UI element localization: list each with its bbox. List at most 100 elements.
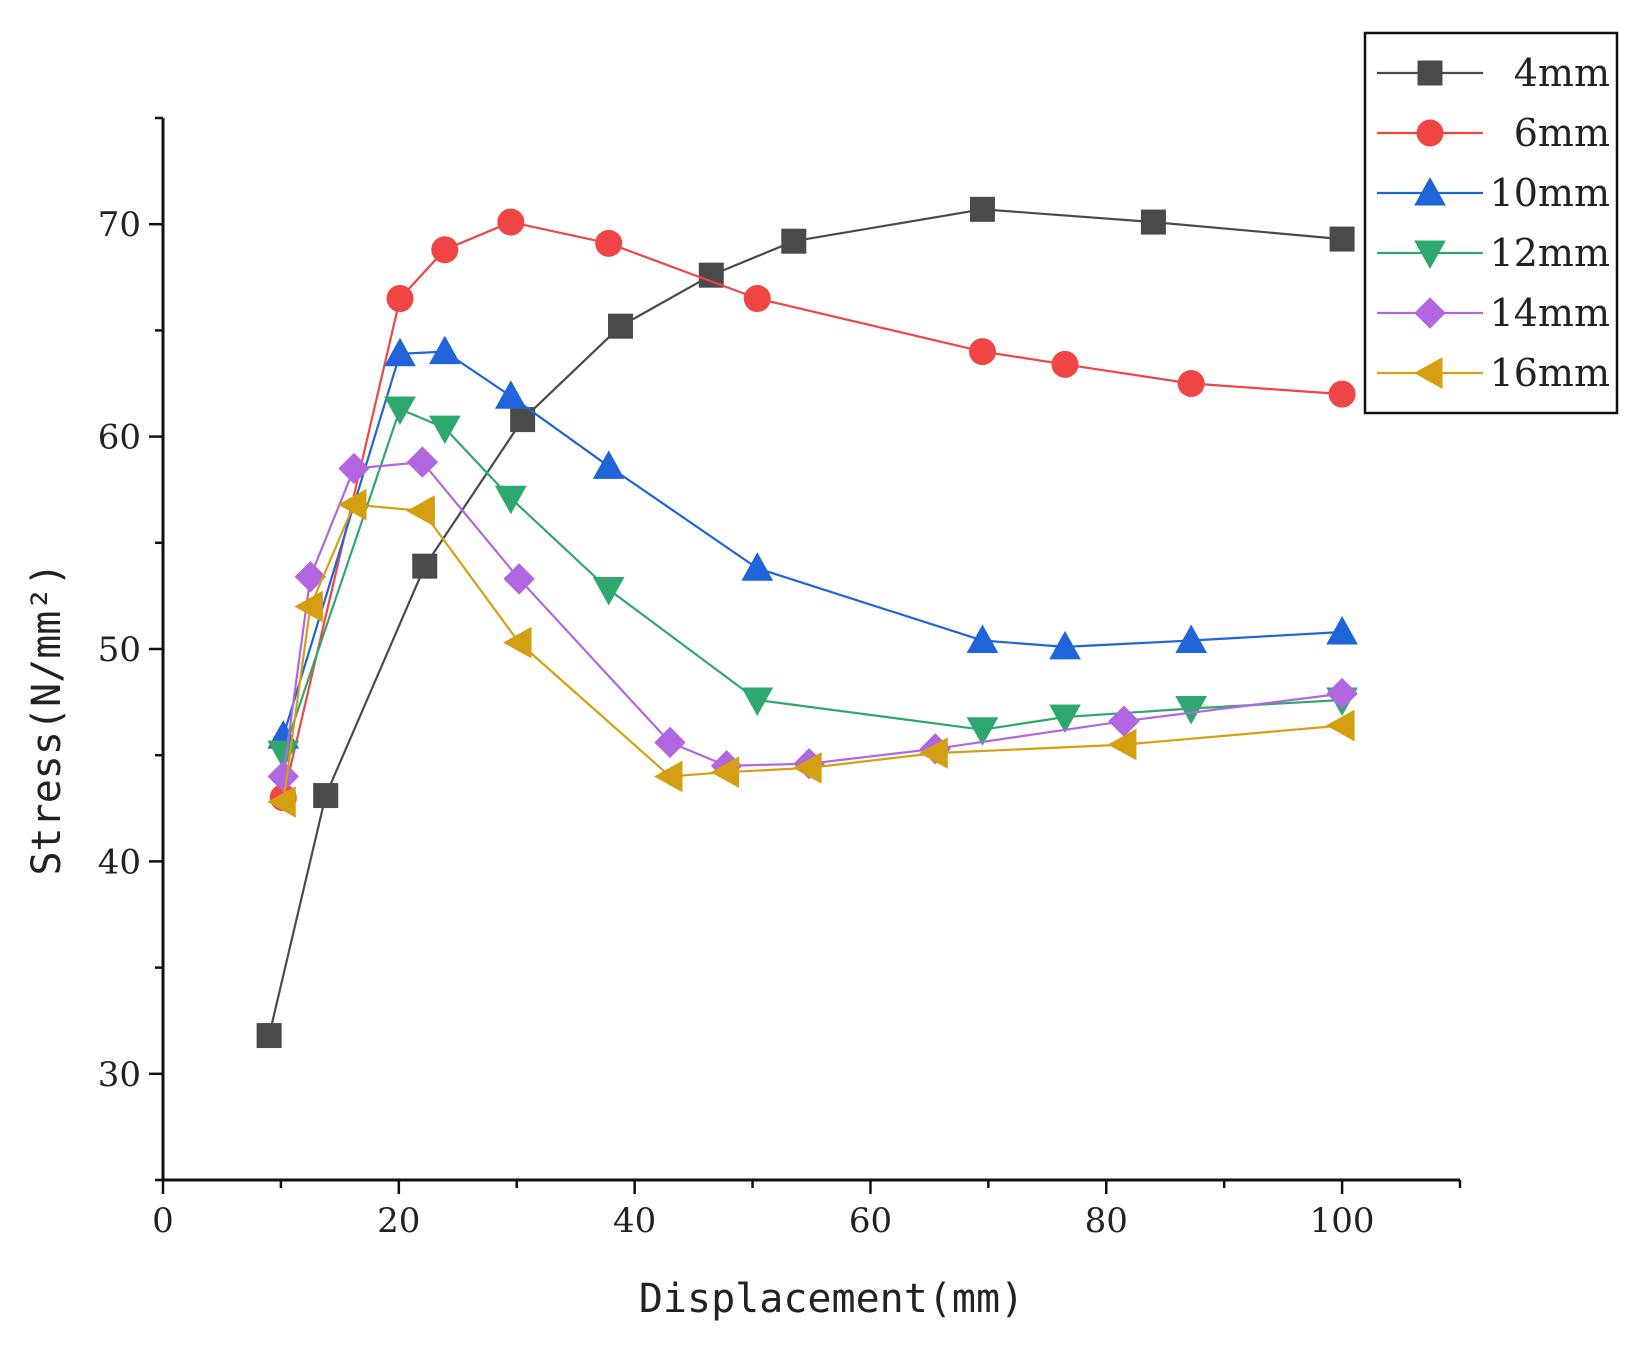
legend-item-16mm: 16mm [1377,351,1610,395]
data-point-4mm [412,553,438,579]
data-point-14mm [654,726,686,759]
x-tick-label: 40 [613,1201,656,1241]
legend-box [1363,31,1619,415]
legend-label: 14mm [1490,291,1610,335]
data-point-6mm [1328,380,1356,408]
legend-label: 16mm [1490,351,1610,395]
data-point-16mm [793,752,822,784]
data-point-16mm [294,590,323,623]
data-point-4mm [698,262,724,288]
data-point-6mm [386,285,414,313]
legend: 4mm 6mm 10mm 12mm 14mm 16mm [1363,31,1619,415]
legend-marker [1414,297,1446,329]
legend-label: 4mm [1514,51,1610,95]
x-tick-label: 60 [849,1201,892,1241]
data-point-14mm [503,563,535,595]
x-tick-label: 80 [1085,1201,1128,1241]
data-point-12mm [384,396,416,426]
data-point-6mm [431,236,459,264]
legend-label: 6mm [1514,111,1610,155]
x-tick-label: 100 [1310,1201,1375,1241]
data-point-12mm [428,415,461,445]
series-line-10mm [282,350,1343,737]
series-4mm [256,196,1355,1049]
data-point-6mm [497,208,525,236]
data-point-14mm [1326,677,1358,710]
y-tick-label: 40 [98,842,141,882]
legend-marker [1416,119,1444,147]
data-point-12mm [494,485,527,515]
y-tick-label: 60 [98,418,141,458]
series-10mm [267,335,1358,749]
data-point-4mm [1140,209,1166,235]
data-point-6mm [595,229,623,257]
data-point-4mm [969,196,995,222]
data-point-10mm [741,552,774,581]
data-point-10mm [1049,630,1081,660]
y-ticks: 30 40 50 60 70 [98,116,163,1182]
series-line-4mm [268,208,1343,1036]
data-point-10mm [966,624,999,654]
data-point-14mm [294,561,327,593]
data-point-16mm [653,760,683,793]
data-point-10mm [1175,624,1208,654]
legend-items: 4mm 6mm 10mm 12mm 14mm 16mm [1377,51,1610,395]
y-tick-label: 30 [98,1055,141,1095]
legend-item-6mm: 6mm [1377,111,1610,155]
legend-item-12mm: 12mm [1377,231,1610,275]
data-point-12mm [966,717,999,746]
series-16mm [267,488,1355,818]
legend-label: 10mm [1490,171,1610,215]
data-point-4mm [313,783,339,809]
data-point-16mm [267,786,296,818]
data-point-6mm [743,285,771,313]
legend-marker [1414,240,1446,270]
legend-marker [1414,176,1446,206]
series-14mm [267,446,1358,793]
legend-item-10mm: 10mm [1377,171,1610,215]
series-layer [256,196,1358,1049]
legend-item-14mm: 14mm [1377,291,1610,335]
x-tick-label: 20 [377,1201,420,1241]
data-point-4mm [607,313,633,339]
legend-marker [1413,357,1443,389]
data-point-4mm [1329,226,1355,252]
data-point-4mm [781,228,807,254]
data-point-12mm [1049,704,1081,733]
y-tick-label: 50 [98,630,141,670]
series-line-6mm [282,220,1343,798]
data-point-10mm [428,335,461,365]
data-point-16mm [710,756,740,789]
data-point-12mm [1175,695,1208,725]
y-tick-label: 70 [98,205,141,245]
data-point-12mm [741,687,774,717]
data-point-16mm [406,495,435,527]
data-point-10mm [384,337,416,367]
axes-group: 0 20 40 60 80 100 30 40 50 60 70 [98,116,1462,1241]
data-point-6mm [968,338,996,366]
data-point-14mm [406,446,439,478]
series-line-14mm [282,460,1343,777]
data-point-16mm [337,488,367,521]
x-axis-title: Displacement(mm) [639,1276,1024,1322]
data-point-10mm [592,450,625,479]
data-point-16mm [503,626,532,659]
legend-marker [1417,60,1443,86]
data-point-4mm [256,1023,282,1049]
data-point-14mm [338,452,370,485]
y-axis-title: Stress(N/mm²) [24,562,70,875]
data-point-16mm [1326,709,1355,742]
data-point-6mm [1177,370,1205,397]
x-ticks: 0 20 40 60 80 100 [152,1180,1462,1241]
data-point-10mm [1326,615,1358,645]
data-point-6mm [1051,350,1079,378]
x-tick-label: 0 [152,1201,174,1241]
data-point-14mm [267,760,299,793]
data-point-16mm [919,737,948,769]
legend-item-4mm: 4mm [1377,51,1610,95]
series-6mm [269,208,1356,812]
data-point-16mm [1107,728,1137,761]
legend-label: 12mm [1490,231,1610,275]
